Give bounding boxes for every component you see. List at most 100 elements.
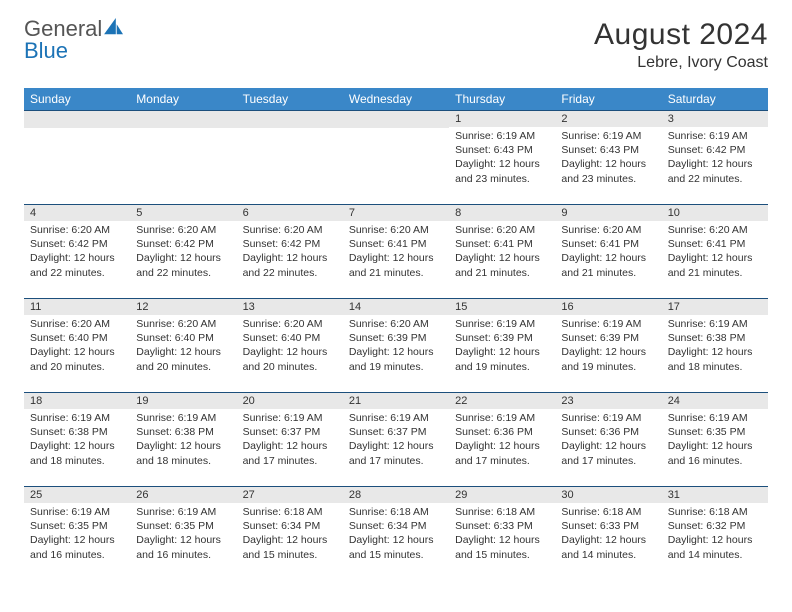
empty-day-bar (24, 110, 130, 128)
day-content: Sunrise: 6:19 AMSunset: 6:37 PMDaylight:… (343, 409, 449, 474)
calendar-cell: 15Sunrise: 6:19 AMSunset: 6:39 PMDayligh… (449, 298, 555, 392)
calendar-cell: 31Sunrise: 6:18 AMSunset: 6:32 PMDayligh… (662, 486, 768, 580)
day-number: 22 (449, 392, 555, 409)
daylight-text: Daylight: 12 hours and 21 minutes. (455, 251, 549, 279)
calendar-cell: 1Sunrise: 6:19 AMSunset: 6:43 PMDaylight… (449, 110, 555, 204)
day-number: 13 (237, 298, 343, 315)
day-number: 17 (662, 298, 768, 315)
sunset-text: Sunset: 6:43 PM (455, 143, 549, 157)
sunrise-text: Sunrise: 6:18 AM (561, 505, 655, 519)
day-content: Sunrise: 6:18 AMSunset: 6:33 PMDaylight:… (449, 503, 555, 568)
calendar-cell: 12Sunrise: 6:20 AMSunset: 6:40 PMDayligh… (130, 298, 236, 392)
daylight-text: Daylight: 12 hours and 20 minutes. (243, 345, 337, 373)
daylight-text: Daylight: 12 hours and 15 minutes. (349, 533, 443, 561)
daylight-text: Daylight: 12 hours and 21 minutes. (349, 251, 443, 279)
day-content: Sunrise: 6:19 AMSunset: 6:43 PMDaylight:… (449, 127, 555, 192)
day-content: Sunrise: 6:19 AMSunset: 6:35 PMDaylight:… (130, 503, 236, 568)
sunrise-text: Sunrise: 6:20 AM (455, 223, 549, 237)
calendar-cell: 28Sunrise: 6:18 AMSunset: 6:34 PMDayligh… (343, 486, 449, 580)
sunset-text: Sunset: 6:41 PM (561, 237, 655, 251)
sunset-text: Sunset: 6:39 PM (455, 331, 549, 345)
sunrise-text: Sunrise: 6:20 AM (561, 223, 655, 237)
daylight-text: Daylight: 12 hours and 23 minutes. (455, 157, 549, 185)
day-number: 10 (662, 204, 768, 221)
sunrise-text: Sunrise: 6:20 AM (243, 223, 337, 237)
calendar-cell: 9 Sunrise: 6:20 AMSunset: 6:41 PMDaylight… (555, 204, 661, 298)
daylight-text: Daylight: 12 hours and 21 minutes. (668, 251, 762, 279)
day-content: Sunrise: 6:19 AMSunset: 6:42 PMDaylight:… (662, 127, 768, 192)
day-number: 14 (343, 298, 449, 315)
daylight-text: Daylight: 12 hours and 16 minutes. (30, 533, 124, 561)
day-number: 1 (449, 110, 555, 127)
sunset-text: Sunset: 6:42 PM (243, 237, 337, 251)
daylight-text: Daylight: 12 hours and 18 minutes. (668, 345, 762, 373)
calendar-cell: 17Sunrise: 6:19 AMSunset: 6:38 PMDayligh… (662, 298, 768, 392)
day-content: Sunrise: 6:20 AMSunset: 6:40 PMDaylight:… (237, 315, 343, 380)
day-content: Sunrise: 6:20 AMSunset: 6:42 PMDaylight:… (237, 221, 343, 286)
calendar-cell: 4Sunrise: 6:20 AMSunset: 6:42 PMDaylight… (24, 204, 130, 298)
day-content: Sunrise: 6:18 AMSunset: 6:34 PMDaylight:… (343, 503, 449, 568)
daylight-text: Daylight: 12 hours and 15 minutes. (243, 533, 337, 561)
sunrise-text: Sunrise: 6:20 AM (349, 317, 443, 331)
day-content: Sunrise: 6:20 AMSunset: 6:42 PMDaylight:… (130, 221, 236, 286)
empty-day-bar (237, 110, 343, 128)
sunset-text: Sunset: 6:37 PM (349, 425, 443, 439)
calendar-cell: 3Sunrise: 6:19 AMSunset: 6:42 PMDaylight… (662, 110, 768, 204)
day-content: Sunrise: 6:19 AMSunset: 6:35 PMDaylight:… (24, 503, 130, 568)
calendar-cell: 26Sunrise: 6:19 AMSunset: 6:35 PMDayligh… (130, 486, 236, 580)
day-header-row: SundayMondayTuesdayWednesdayThursdayFrid… (24, 88, 768, 110)
day-number: 9 (555, 204, 661, 221)
daylight-text: Daylight: 12 hours and 22 minutes. (668, 157, 762, 185)
sunrise-text: Sunrise: 6:18 AM (455, 505, 549, 519)
calendar-cell: 13Sunrise: 6:20 AMSunset: 6:40 PMDayligh… (237, 298, 343, 392)
day-content: Sunrise: 6:19 AMSunset: 6:39 PMDaylight:… (555, 315, 661, 380)
calendar-cell: 27Sunrise: 6:18 AMSunset: 6:34 PMDayligh… (237, 486, 343, 580)
day-number: 27 (237, 486, 343, 503)
daylight-text: Daylight: 12 hours and 16 minutes. (668, 439, 762, 467)
day-number: 2 (555, 110, 661, 127)
sunrise-text: Sunrise: 6:19 AM (455, 129, 549, 143)
sunrise-text: Sunrise: 6:19 AM (30, 411, 124, 425)
daylight-text: Daylight: 12 hours and 21 minutes. (561, 251, 655, 279)
day-header: Sunday (24, 88, 130, 110)
day-number: 23 (555, 392, 661, 409)
daylight-text: Daylight: 12 hours and 20 minutes. (136, 345, 230, 373)
calendar-row: 18Sunrise: 6:19 AMSunset: 6:38 PMDayligh… (24, 392, 768, 486)
sunset-text: Sunset: 6:35 PM (136, 519, 230, 533)
day-header: Monday (130, 88, 236, 110)
sunrise-text: Sunrise: 6:19 AM (561, 411, 655, 425)
day-number: 21 (343, 392, 449, 409)
sunrise-text: Sunrise: 6:20 AM (30, 223, 124, 237)
sunset-text: Sunset: 6:36 PM (561, 425, 655, 439)
sunset-text: Sunset: 6:33 PM (455, 519, 549, 533)
daylight-text: Daylight: 12 hours and 20 minutes. (30, 345, 124, 373)
day-number: 24 (662, 392, 768, 409)
sunrise-text: Sunrise: 6:19 AM (349, 411, 443, 425)
logo: GeneralBlue (24, 18, 124, 62)
calendar-cell: 5Sunrise: 6:20 AMSunset: 6:42 PMDaylight… (130, 204, 236, 298)
day-header: Wednesday (343, 88, 449, 110)
sunset-text: Sunset: 6:41 PM (668, 237, 762, 251)
sunset-text: Sunset: 6:35 PM (30, 519, 124, 533)
calendar-cell: 24Sunrise: 6:19 AMSunset: 6:35 PMDayligh… (662, 392, 768, 486)
empty-day-bar (343, 110, 449, 128)
day-content: Sunrise: 6:19 AMSunset: 6:38 PMDaylight:… (24, 409, 130, 474)
day-content: Sunrise: 6:20 AMSunset: 6:42 PMDaylight:… (24, 221, 130, 286)
sunrise-text: Sunrise: 6:19 AM (668, 129, 762, 143)
calendar-cell: 22Sunrise: 6:19 AMSunset: 6:36 PMDayligh… (449, 392, 555, 486)
empty-day-bar (130, 110, 236, 128)
sunrise-text: Sunrise: 6:18 AM (243, 505, 337, 519)
sunrise-text: Sunrise: 6:20 AM (136, 317, 230, 331)
calendar-cell: 16Sunrise: 6:19 AMSunset: 6:39 PMDayligh… (555, 298, 661, 392)
calendar-cell: 10 Sunrise: 6:20 AMSunset: 6:41 PMDayligh… (662, 204, 768, 298)
sunrise-text: Sunrise: 6:20 AM (136, 223, 230, 237)
sunrise-text: Sunrise: 6:18 AM (349, 505, 443, 519)
calendar-body: 1Sunrise: 6:19 AMSunset: 6:43 PMDaylight… (24, 110, 768, 580)
day-number: 4 (24, 204, 130, 221)
sunset-text: Sunset: 6:34 PM (349, 519, 443, 533)
daylight-text: Daylight: 12 hours and 16 minutes. (136, 533, 230, 561)
sunset-text: Sunset: 6:39 PM (561, 331, 655, 345)
daylight-text: Daylight: 12 hours and 19 minutes. (561, 345, 655, 373)
day-number: 31 (662, 486, 768, 503)
sunrise-text: Sunrise: 6:20 AM (668, 223, 762, 237)
